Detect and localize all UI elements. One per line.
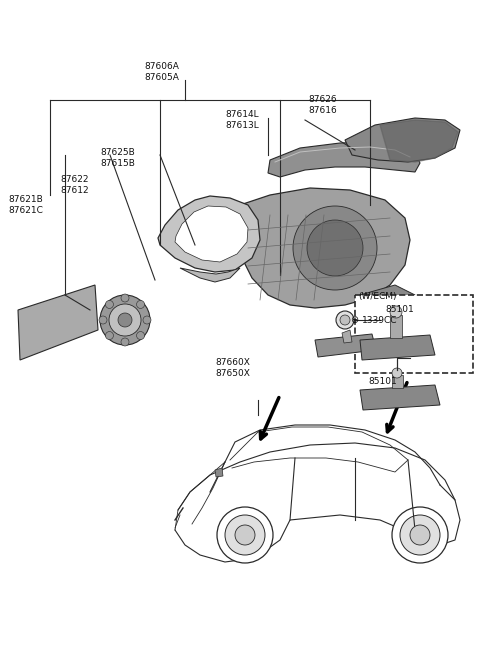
Circle shape bbox=[106, 332, 113, 340]
Polygon shape bbox=[175, 206, 248, 262]
Circle shape bbox=[392, 368, 402, 378]
Polygon shape bbox=[158, 196, 260, 272]
Circle shape bbox=[217, 507, 273, 563]
Text: 87621B
87621C: 87621B 87621C bbox=[8, 195, 43, 215]
Circle shape bbox=[293, 206, 377, 290]
Circle shape bbox=[118, 313, 132, 327]
Text: 1339CC: 1339CC bbox=[362, 316, 397, 325]
Circle shape bbox=[235, 525, 255, 545]
Polygon shape bbox=[18, 285, 98, 360]
Text: 87660X
87650X: 87660X 87650X bbox=[215, 358, 250, 378]
Polygon shape bbox=[315, 334, 376, 357]
Polygon shape bbox=[360, 385, 440, 410]
Text: 87626
87616: 87626 87616 bbox=[308, 95, 337, 115]
Circle shape bbox=[410, 525, 430, 545]
Text: 87622
87612: 87622 87612 bbox=[60, 175, 89, 195]
Circle shape bbox=[106, 300, 113, 308]
Circle shape bbox=[307, 220, 363, 276]
Polygon shape bbox=[355, 285, 415, 330]
Polygon shape bbox=[342, 330, 352, 343]
Circle shape bbox=[99, 316, 107, 324]
Text: 85101: 85101 bbox=[368, 377, 397, 386]
Polygon shape bbox=[390, 315, 402, 338]
Circle shape bbox=[390, 306, 402, 318]
Polygon shape bbox=[180, 268, 240, 282]
Circle shape bbox=[100, 295, 150, 345]
Circle shape bbox=[121, 338, 129, 346]
Polygon shape bbox=[268, 142, 420, 177]
Polygon shape bbox=[360, 335, 435, 360]
Circle shape bbox=[136, 332, 144, 340]
Circle shape bbox=[392, 507, 448, 563]
Text: (W/ECM): (W/ECM) bbox=[358, 292, 396, 301]
Text: 87625B
87615B: 87625B 87615B bbox=[100, 148, 135, 168]
Polygon shape bbox=[215, 468, 223, 477]
Circle shape bbox=[136, 300, 144, 308]
Circle shape bbox=[340, 315, 350, 325]
Circle shape bbox=[143, 316, 151, 324]
Polygon shape bbox=[380, 120, 458, 162]
Text: ⊕: ⊕ bbox=[350, 315, 358, 325]
Circle shape bbox=[225, 515, 265, 555]
Text: 87614L
87613L: 87614L 87613L bbox=[225, 110, 259, 130]
Polygon shape bbox=[345, 118, 460, 162]
Polygon shape bbox=[238, 188, 410, 308]
Text: 85101: 85101 bbox=[385, 305, 414, 314]
Circle shape bbox=[121, 294, 129, 302]
Bar bbox=[355, 295, 473, 373]
Circle shape bbox=[336, 311, 354, 329]
Polygon shape bbox=[392, 375, 403, 388]
Text: 87606A
87605A: 87606A 87605A bbox=[144, 62, 180, 82]
Circle shape bbox=[400, 515, 440, 555]
Circle shape bbox=[109, 304, 141, 336]
